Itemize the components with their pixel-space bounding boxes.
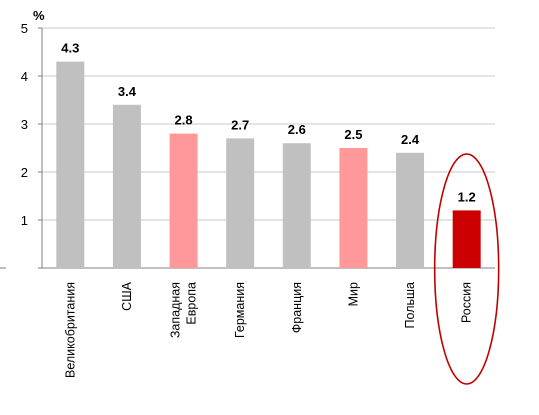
category-label: Западная Европа: [169, 282, 199, 338]
label-layer: 4.3 Великобритания 3.4 США 2.8 Западная Европа…: [61, 41, 475, 378]
highlight-layer: [433, 153, 500, 385]
bar: [112, 104, 141, 268]
y-tick-label: 1: [21, 213, 28, 228]
bar-value-label: 2.5: [344, 127, 362, 142]
bar: [396, 152, 425, 268]
category-label-line: Россия: [460, 282, 474, 323]
bar: [169, 133, 198, 268]
bar-value-label: 3.4: [118, 84, 137, 99]
bar: [452, 210, 481, 268]
category-label: Россия: [460, 282, 474, 323]
category-label: Германия: [233, 282, 247, 338]
y-axis-unit-label: %: [33, 8, 45, 23]
bar-value-label: 2.4: [401, 132, 420, 147]
bar-value-label: 1.2: [458, 189, 476, 204]
bar-value-label: 4.3: [61, 41, 79, 56]
category-label: Польша: [403, 282, 417, 328]
category-label-line: Западная: [169, 282, 183, 338]
bar: [282, 143, 311, 268]
highlight-ellipse: [433, 153, 500, 385]
y-tick-label: 3: [21, 117, 28, 132]
y-tick-label: 5: [21, 21, 28, 36]
category-label: Великобритания: [63, 282, 77, 378]
bar-value-label: 2.7: [231, 117, 249, 132]
category-label-line: Великобритания: [63, 282, 77, 378]
category-label-line: Европа: [185, 282, 199, 325]
category-label: США: [120, 281, 134, 310]
category-label-line: Франция: [290, 282, 304, 333]
category-label: Франция: [290, 282, 304, 333]
bar-value-label: 2.8: [175, 113, 193, 128]
grid-layer: [42, 27, 495, 221]
category-label-line: Польша: [403, 282, 417, 328]
category-label-line: США: [120, 281, 134, 310]
y-tick-label: 4: [21, 69, 28, 84]
bar-layer: [56, 61, 481, 268]
bar: [226, 138, 255, 268]
bar-value-label: 2.6: [288, 122, 306, 137]
category-label: Мир: [346, 282, 360, 306]
category-label-line: Мир: [346, 282, 360, 306]
category-label-line: Германия: [233, 282, 247, 338]
y-tick-label: 2: [21, 165, 28, 180]
bar: [339, 148, 368, 268]
bar: [56, 61, 85, 268]
